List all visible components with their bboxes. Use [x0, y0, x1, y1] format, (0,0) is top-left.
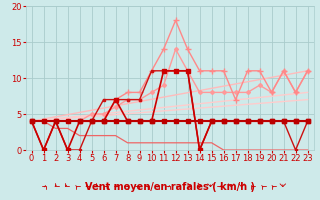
- Text: Vent moyen/en rafales ( km/h ): Vent moyen/en rafales ( km/h ): [84, 182, 255, 192]
